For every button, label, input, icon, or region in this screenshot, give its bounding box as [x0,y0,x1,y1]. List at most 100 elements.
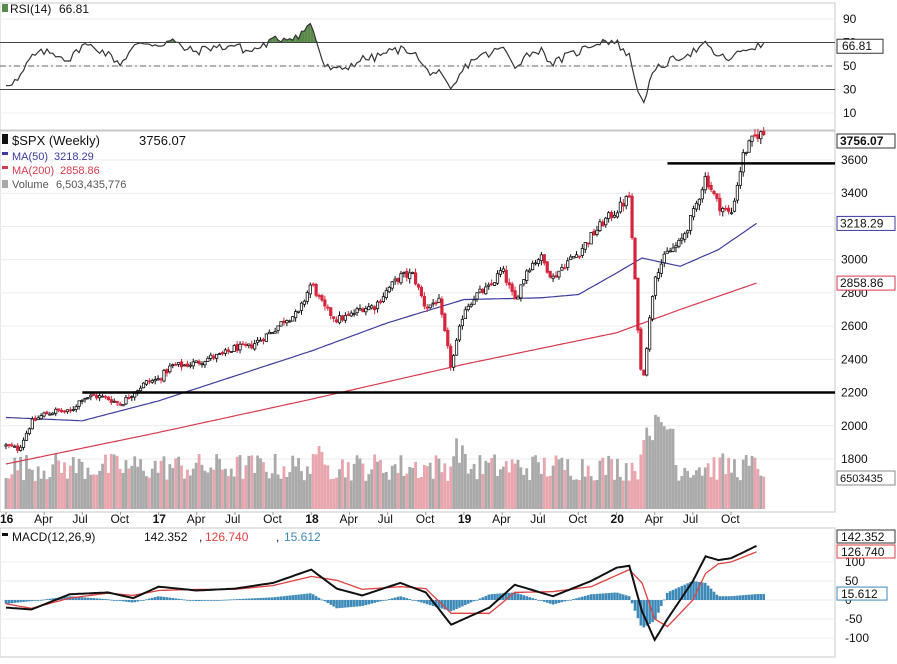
volume-bar [373,455,376,509]
volume-bar [405,474,408,509]
volume-bar [166,480,169,509]
macd-histogram-bar [370,600,373,604]
macd-histogram-bar [634,600,637,611]
candle-body [523,280,525,284]
macd-histogram-bar [183,600,186,601]
price-last-badge: 3756.07 [837,134,895,148]
volume-bar [443,463,446,509]
volume-bar [754,458,757,509]
volume-bar [689,478,692,509]
candle-body [57,409,59,411]
candle-body [335,320,337,322]
volume-bar [160,461,163,509]
candle-body [517,297,519,299]
candle-body [52,413,54,414]
ma50-badge-text: 3218.29 [840,216,884,230]
candle-body [245,344,247,345]
candle-body [186,364,188,367]
volume-bar [259,458,262,509]
macd-histogram-bar [561,600,564,602]
macd-histogram-bar [587,595,590,600]
volume-bar [294,466,297,509]
volume-bar [359,458,362,509]
candle-body [698,199,700,205]
macd-histogram-bar [455,600,458,609]
volume-bar [724,474,727,509]
candle-body [230,351,232,352]
volume-bar [429,463,432,509]
volume-bar [639,455,642,509]
rsi-last-badge: 66.81 [837,39,883,53]
candle-body [417,285,419,288]
macd-histogram-bar [411,600,414,601]
volume-bar [312,454,315,509]
candle-body [344,315,346,320]
candle-body [692,209,694,217]
macd-histogram-bar [754,594,757,600]
candle-body [452,356,454,368]
candle-body [239,344,241,350]
candle-body [420,287,422,295]
candle-body [455,340,457,355]
volume-bar [31,470,34,509]
macd-histogram-bar [394,598,397,600]
candle-body [391,282,393,288]
macd-histogram-bar [300,594,303,600]
volume-bar [745,455,748,509]
candle-body [514,291,516,299]
candle-body [128,398,130,399]
macd-histogram-bar [739,595,742,600]
macd-histogram-bar [356,600,359,607]
candle-body [277,326,279,331]
candle-body [499,271,501,275]
macd-tick-label: -50 [845,612,863,626]
volume-bar [739,480,742,509]
candle-body [543,255,545,263]
candle-body [564,268,566,269]
volume-bar [95,475,98,509]
volume-bar [256,456,259,509]
candle-body [672,248,674,252]
volume-bar [572,480,575,509]
candle-body [716,194,718,199]
candle-body [60,410,62,411]
price-last-label: 3756.07 [139,133,186,148]
candle-body [695,203,697,209]
macd-tick-label: 50 [845,574,859,588]
volume-bar [195,463,198,509]
candle-body [289,321,291,322]
macd-histogram-bar [669,591,672,600]
volume-bar [455,438,458,509]
volume-bar [98,471,101,509]
candle-body [719,198,721,211]
macd-histogram-bar [417,600,420,602]
price-tick-label: 3400 [841,186,868,200]
x-axis-label: Jul [378,512,393,526]
macd-histogram-bar [578,597,581,600]
macd-histogram-bar [566,600,569,601]
macd-histogram-bar [525,596,528,600]
candle-body [736,185,738,200]
ma200-legend-value: 2858.86 [60,165,100,177]
macd-histogram-bar [163,597,166,600]
candle-body [438,298,440,302]
x-axis-label: Apr [187,512,206,526]
macd-histogram-bar [555,600,558,604]
macd-histogram-bar [367,600,370,604]
volume-bar [206,473,209,509]
volume-bar [402,476,405,509]
macd-histogram-bar [297,595,300,600]
candle-body [46,412,48,414]
volume-bar [657,417,660,509]
volume-bar [411,468,414,509]
volume-bar [40,479,43,509]
candle-body [464,310,466,319]
volume-bar [323,465,326,509]
candle-body [654,277,656,295]
volume-bar [318,446,321,509]
volume-bar [5,478,8,509]
volume-bar [209,468,212,509]
volume-bar [622,481,625,509]
candle-body [265,334,267,341]
